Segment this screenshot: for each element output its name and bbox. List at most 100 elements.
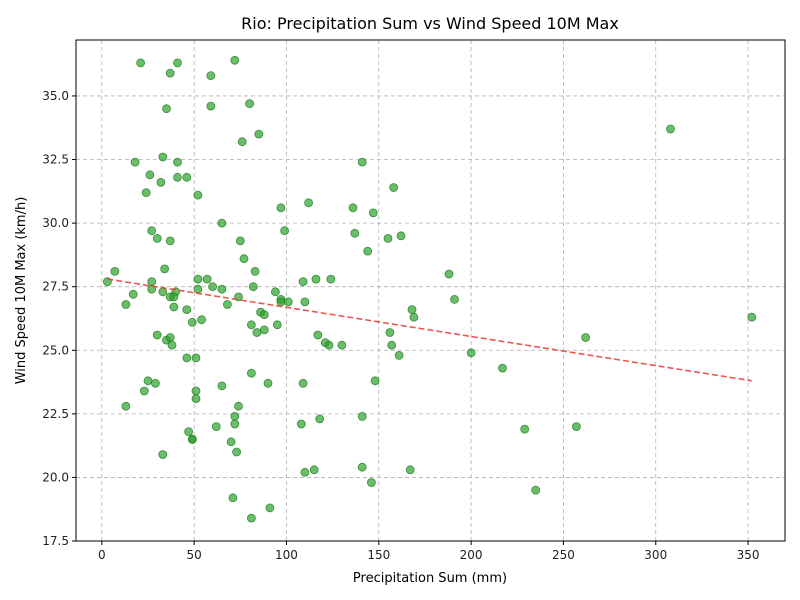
data-point bbox=[194, 285, 202, 293]
data-point bbox=[358, 463, 366, 471]
data-point bbox=[748, 313, 756, 321]
data-point bbox=[188, 435, 196, 443]
data-point bbox=[192, 354, 200, 362]
data-point bbox=[240, 255, 248, 263]
data-point bbox=[235, 402, 243, 410]
y-axis-label: Wind Speed 10M Max (km/h) bbox=[14, 197, 29, 385]
data-point bbox=[521, 425, 529, 433]
data-point bbox=[301, 298, 309, 306]
data-point bbox=[249, 283, 257, 291]
data-point bbox=[390, 184, 398, 192]
x-axis-label: Precipitation Sum (mm) bbox=[353, 571, 507, 586]
x-tick-label: 100 bbox=[275, 548, 298, 562]
data-point bbox=[194, 191, 202, 199]
data-point bbox=[246, 100, 254, 108]
data-point bbox=[338, 341, 346, 349]
data-point bbox=[327, 275, 335, 283]
data-point bbox=[351, 229, 359, 237]
data-point bbox=[183, 306, 191, 314]
y-tick-label: 17.5 bbox=[42, 534, 69, 548]
data-point bbox=[142, 189, 150, 197]
data-point bbox=[316, 415, 324, 423]
data-point bbox=[231, 420, 239, 428]
x-tick-label: 0 bbox=[98, 548, 106, 562]
data-point bbox=[207, 72, 215, 80]
y-tick-label: 25.0 bbox=[42, 343, 69, 357]
data-point bbox=[388, 341, 396, 349]
data-point bbox=[122, 301, 130, 309]
x-tick-label: 150 bbox=[367, 548, 390, 562]
data-point bbox=[301, 468, 309, 476]
data-point bbox=[203, 275, 211, 283]
y-tick-label: 32.5 bbox=[42, 153, 69, 167]
y-tick-label: 20.0 bbox=[42, 470, 69, 484]
data-point bbox=[271, 288, 279, 296]
data-point bbox=[369, 209, 377, 217]
data-point bbox=[212, 423, 220, 431]
data-point bbox=[122, 402, 130, 410]
data-point bbox=[281, 227, 289, 235]
data-point bbox=[371, 377, 379, 385]
data-point bbox=[233, 448, 241, 456]
data-point bbox=[129, 290, 137, 298]
data-point bbox=[325, 341, 333, 349]
data-point bbox=[131, 158, 139, 166]
data-point bbox=[218, 285, 226, 293]
data-point bbox=[170, 293, 178, 301]
data-point bbox=[231, 56, 239, 64]
y-tick-label: 27.5 bbox=[42, 280, 69, 294]
data-point bbox=[227, 438, 235, 446]
data-point bbox=[367, 479, 375, 487]
data-point bbox=[168, 341, 176, 349]
data-point bbox=[358, 412, 366, 420]
data-point bbox=[183, 354, 191, 362]
data-point bbox=[153, 234, 161, 242]
data-point bbox=[667, 125, 675, 133]
data-point bbox=[192, 395, 200, 403]
data-point bbox=[151, 379, 159, 387]
data-point bbox=[410, 313, 418, 321]
data-point bbox=[146, 171, 154, 179]
data-point bbox=[170, 303, 178, 311]
data-point bbox=[194, 275, 202, 283]
data-point bbox=[247, 321, 255, 329]
data-point bbox=[310, 466, 318, 474]
data-point bbox=[218, 382, 226, 390]
data-point bbox=[312, 275, 320, 283]
data-point bbox=[467, 349, 475, 357]
data-point bbox=[140, 387, 148, 395]
data-point bbox=[166, 237, 174, 245]
data-point bbox=[284, 298, 292, 306]
data-point bbox=[174, 158, 182, 166]
data-point bbox=[277, 204, 285, 212]
data-point bbox=[188, 318, 196, 326]
data-point bbox=[148, 227, 156, 235]
x-tick-label: 300 bbox=[644, 548, 667, 562]
data-point bbox=[111, 267, 119, 275]
data-point bbox=[572, 423, 580, 431]
data-point bbox=[277, 298, 285, 306]
data-point bbox=[166, 334, 174, 342]
data-point bbox=[157, 178, 165, 186]
data-point bbox=[159, 153, 167, 161]
chart-title: Rio: Precipitation Sum vs Wind Speed 10M… bbox=[241, 14, 619, 33]
data-point bbox=[297, 420, 305, 428]
data-point bbox=[406, 466, 414, 474]
y-tick-label: 35.0 bbox=[42, 89, 69, 103]
data-point bbox=[499, 364, 507, 372]
data-point bbox=[260, 311, 268, 319]
data-point bbox=[192, 387, 200, 395]
data-point bbox=[236, 237, 244, 245]
data-point bbox=[163, 105, 171, 113]
data-point bbox=[207, 102, 215, 110]
data-point bbox=[185, 428, 193, 436]
data-point bbox=[386, 329, 394, 337]
data-point bbox=[358, 158, 366, 166]
data-point bbox=[161, 265, 169, 273]
data-point bbox=[364, 247, 372, 255]
x-tick-label: 200 bbox=[460, 548, 483, 562]
data-point bbox=[264, 379, 272, 387]
data-point bbox=[209, 283, 217, 291]
data-point bbox=[174, 173, 182, 181]
